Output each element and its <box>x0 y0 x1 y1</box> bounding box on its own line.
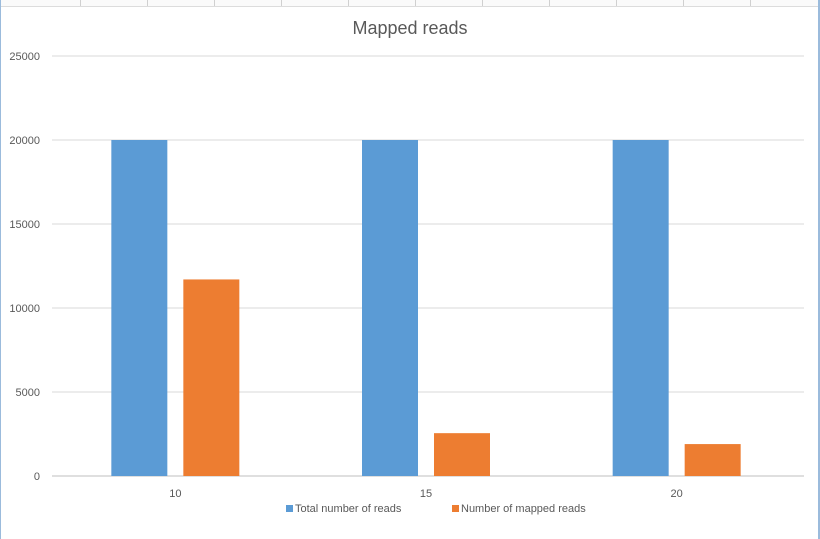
cell-divider <box>750 0 751 6</box>
y-axis-tick-labels: 0 5000 10000 15000 20000 25000 <box>9 51 40 483</box>
gridlines <box>52 55 804 477</box>
cell-divider <box>415 0 416 6</box>
bar-total-reads <box>612 140 669 476</box>
cell-divider <box>683 0 684 6</box>
cell-divider <box>616 0 617 6</box>
chart-border-right <box>818 0 820 539</box>
legend-swatch <box>286 505 293 512</box>
y-tick-label: 25000 <box>9 51 40 63</box>
x-tick-label: 20 <box>671 488 683 500</box>
chart-border-left <box>0 0 1 539</box>
cell-divider <box>482 0 483 6</box>
bar-total-reads <box>111 140 168 476</box>
cell-divider <box>348 0 349 6</box>
x-tick-label: 15 <box>420 488 432 500</box>
bars <box>111 140 741 476</box>
legend-item[interactable]: Total number of reads <box>286 503 402 515</box>
legend-label: Total number of reads <box>295 503 402 515</box>
bar-mapped-reads <box>434 433 490 476</box>
bar-mapped-reads <box>183 279 240 476</box>
y-tick-label: 10000 <box>9 303 40 315</box>
x-tick-label: 10 <box>169 488 181 500</box>
spreadsheet-cell-strip <box>0 0 820 7</box>
legend-swatch <box>452 505 459 512</box>
cell-divider <box>281 0 282 6</box>
y-tick-label: 20000 <box>9 135 40 147</box>
legend-item[interactable]: Number of mapped reads <box>452 503 586 515</box>
x-axis-tick-labels: 10 15 20 <box>169 488 683 500</box>
y-tick-label: 0 <box>34 471 40 483</box>
legend[interactable]: Total number of reads Number of mapped re… <box>286 503 586 515</box>
cell-divider <box>214 0 215 6</box>
bar-total-reads <box>362 140 418 476</box>
chart-title: Mapped reads <box>352 18 467 38</box>
cell-divider <box>80 0 81 6</box>
legend-label: Number of mapped reads <box>461 503 586 515</box>
bar-mapped-reads <box>684 444 741 476</box>
y-tick-label: 5000 <box>16 387 40 399</box>
y-tick-label: 15000 <box>9 219 40 231</box>
cell-divider <box>147 0 148 6</box>
cell-divider <box>549 0 550 6</box>
